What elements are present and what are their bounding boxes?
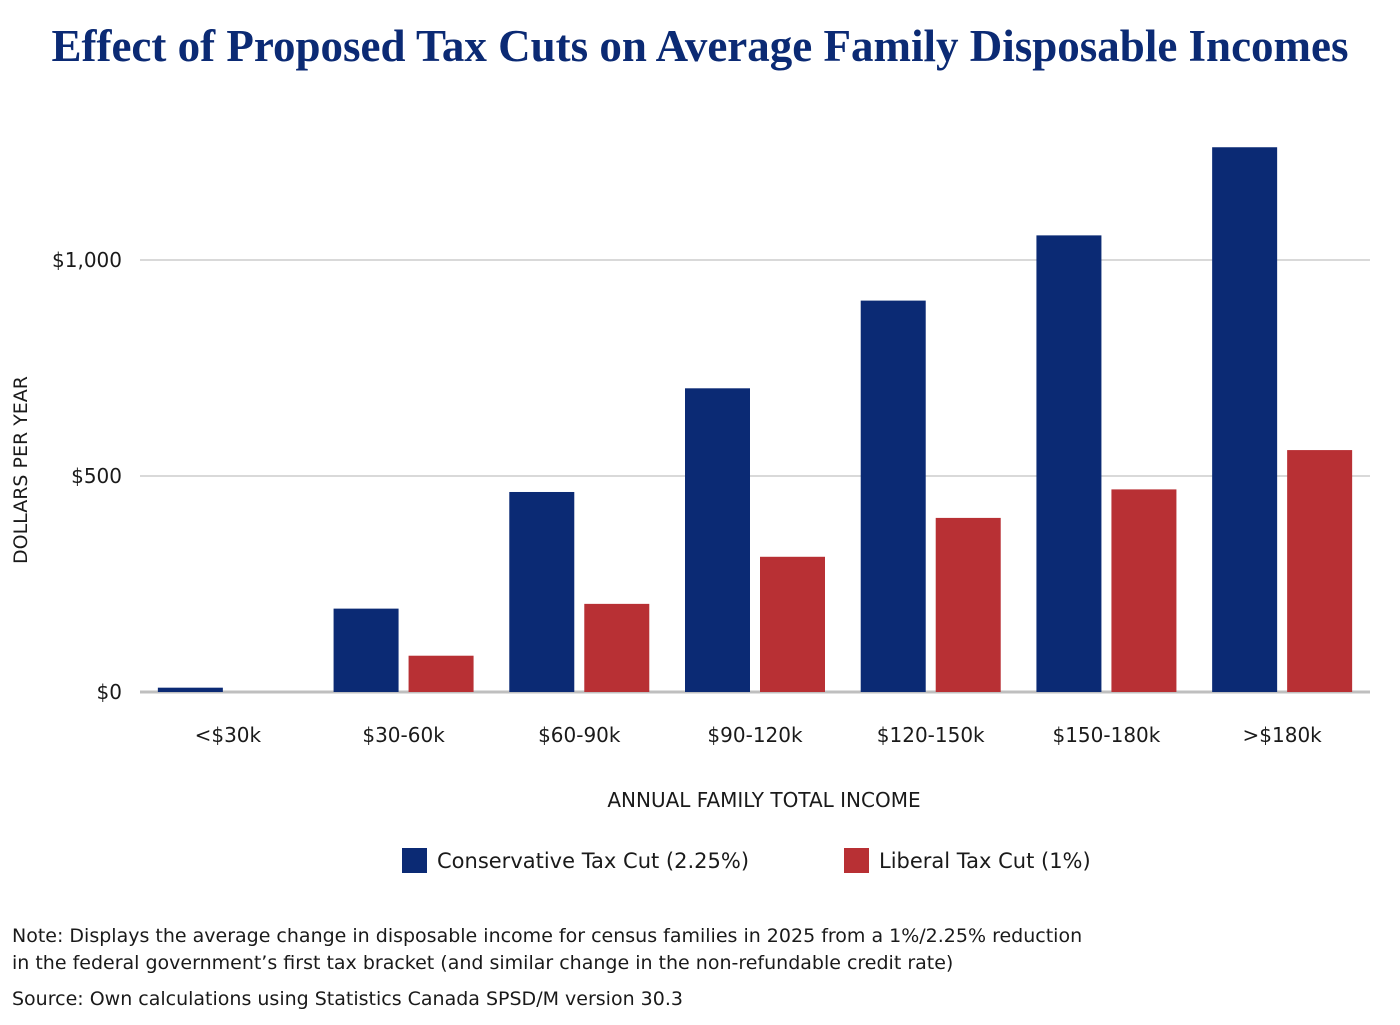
gridlines — [140, 259, 1370, 694]
bar-conservative-4 — [860, 300, 926, 692]
legend-label-conservative: Conservative Tax Cut (2.25%) — [437, 848, 750, 873]
x-tick-labels: <$30k $30-60k $60-90k $90-120k $120-150k $150… — [195, 723, 1323, 747]
bar-conservative-6 — [1212, 147, 1278, 693]
bar-liberal-2 — [584, 603, 650, 692]
x-tick-label: $30-60k — [362, 723, 445, 747]
bar-chart: $0 $500 $1,000 <$30k $30-60k $60-90k $90-120k… — [10, 147, 1370, 812]
legend-swatch-conservative — [402, 848, 427, 873]
legend: Conservative Tax Cut (2.25%) Liberal Tax… — [0, 848, 1400, 884]
bar-conservative-1 — [333, 608, 399, 692]
y-tick-label: $1,000 — [52, 248, 122, 272]
bar-liberal-1 — [408, 655, 474, 692]
x-tick-label: $60-90k — [538, 723, 621, 747]
x-tick-label: >$180k — [1243, 723, 1323, 747]
y-tick-label: $500 — [71, 464, 122, 488]
bar-conservative-2 — [509, 491, 575, 692]
x-axis-label: ANNUAL FAMILY TOTAL INCOME — [607, 788, 920, 812]
footnote-line-1: Note: Displays the average change in dis… — [12, 925, 1083, 947]
footnote-line-2: in the federal government’s first tax br… — [12, 952, 954, 974]
x-tick-label: $120-150k — [877, 723, 985, 747]
chart-title: Effect of Proposed Tax Cuts on Average F… — [51, 21, 1349, 71]
bar-liberal-4 — [935, 517, 1001, 692]
y-tick-labels: $0 $500 $1,000 — [52, 248, 122, 704]
legend-label-liberal: Liberal Tax Cut (1%) — [879, 848, 1091, 873]
legend-item-conservative: Conservative Tax Cut (2.25%) — [402, 848, 749, 873]
bars — [157, 147, 1353, 693]
y-axis-label: DOLLARS PER YEAR — [10, 376, 32, 564]
footnote: Note: Displays the average change in dis… — [12, 923, 1312, 977]
bar-conservative-0 — [157, 687, 223, 692]
bar-liberal-6 — [1287, 450, 1353, 692]
legend-item-liberal: Liberal Tax Cut (1%) — [844, 848, 1091, 873]
source-note: Source: Own calculations using Statistic… — [12, 988, 683, 1010]
bar-liberal-5 — [1111, 489, 1177, 692]
x-tick-label: <$30k — [195, 723, 262, 747]
bar-liberal-3 — [760, 556, 825, 692]
x-tick-label: $90-120k — [707, 723, 803, 747]
x-tick-label: $150-180k — [1052, 723, 1160, 747]
y-tick-label: $0 — [97, 680, 122, 704]
bar-conservative-5 — [1036, 235, 1102, 692]
legend-swatch-liberal — [844, 848, 869, 873]
bar-conservative-3 — [685, 388, 750, 692]
